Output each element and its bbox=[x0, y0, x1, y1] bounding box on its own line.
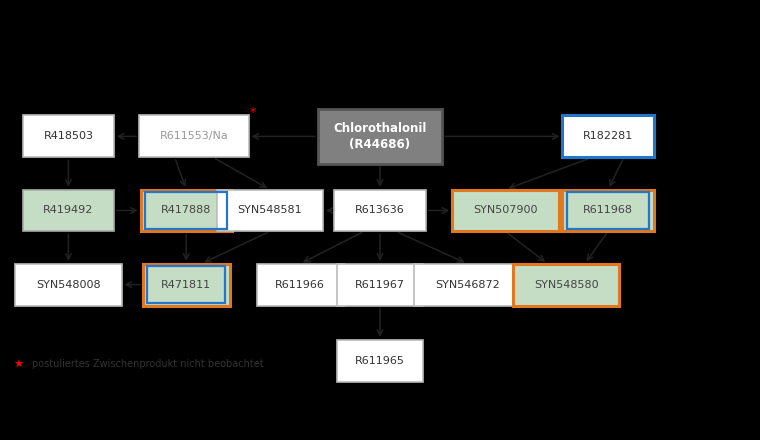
Text: SYN548008: SYN548008 bbox=[36, 280, 101, 290]
Text: Chlorothalonil
(R44686): Chlorothalonil (R44686) bbox=[334, 122, 426, 151]
Text: R419492: R419492 bbox=[43, 205, 93, 216]
Text: ★: ★ bbox=[14, 359, 24, 370]
Text: R418503: R418503 bbox=[43, 132, 93, 141]
FancyBboxPatch shape bbox=[257, 264, 344, 305]
Text: R182281: R182281 bbox=[583, 132, 633, 141]
Text: R417888: R417888 bbox=[161, 205, 211, 216]
FancyBboxPatch shape bbox=[217, 190, 323, 231]
Text: SYN507900: SYN507900 bbox=[473, 205, 537, 216]
FancyBboxPatch shape bbox=[23, 115, 114, 157]
Text: R611967: R611967 bbox=[355, 280, 405, 290]
Text: SYN546872: SYN546872 bbox=[435, 280, 500, 290]
Text: R613636: R613636 bbox=[355, 205, 405, 216]
FancyBboxPatch shape bbox=[562, 190, 654, 231]
Text: SYN548580: SYN548580 bbox=[534, 280, 599, 290]
FancyBboxPatch shape bbox=[334, 190, 426, 231]
FancyBboxPatch shape bbox=[562, 115, 654, 157]
FancyBboxPatch shape bbox=[15, 264, 122, 305]
Text: R471811: R471811 bbox=[161, 280, 211, 290]
Text: R611968: R611968 bbox=[583, 205, 633, 216]
FancyBboxPatch shape bbox=[337, 264, 423, 305]
FancyBboxPatch shape bbox=[139, 115, 249, 157]
FancyBboxPatch shape bbox=[337, 340, 423, 381]
Text: SYN548581: SYN548581 bbox=[237, 205, 302, 216]
Text: R611553/Na: R611553/Na bbox=[160, 132, 228, 141]
FancyBboxPatch shape bbox=[414, 264, 521, 305]
Text: R611965: R611965 bbox=[355, 356, 405, 366]
FancyBboxPatch shape bbox=[143, 264, 230, 305]
FancyBboxPatch shape bbox=[318, 109, 442, 164]
Text: R611966: R611966 bbox=[275, 280, 325, 290]
FancyBboxPatch shape bbox=[513, 264, 619, 305]
FancyBboxPatch shape bbox=[141, 190, 232, 231]
Text: postuliertes Zwischenprodukt nicht beobachtet: postuliertes Zwischenprodukt nicht beoba… bbox=[32, 359, 264, 370]
Text: *: * bbox=[249, 106, 255, 119]
FancyBboxPatch shape bbox=[452, 190, 559, 231]
FancyBboxPatch shape bbox=[23, 190, 114, 231]
